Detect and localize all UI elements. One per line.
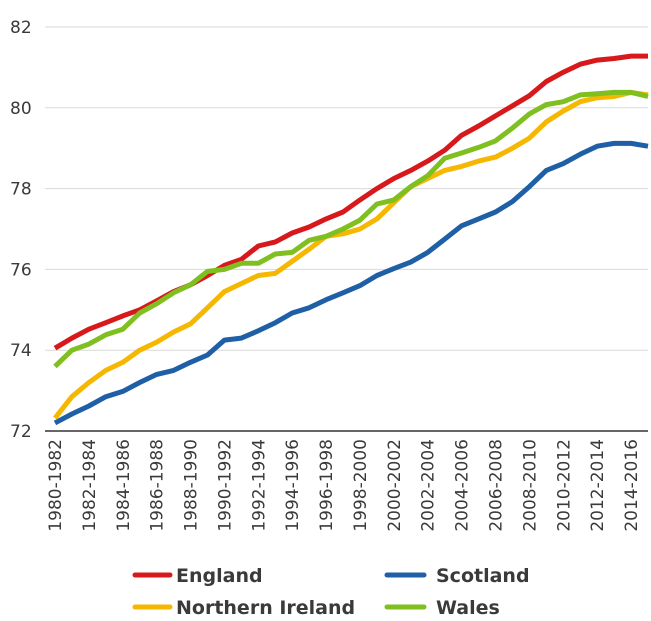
y-tick-label: 82 xyxy=(10,18,32,38)
x-tick-label: 2014-2016 xyxy=(622,439,642,532)
legend-label-wales: Wales xyxy=(436,597,500,619)
legend-label-northern-ireland: Northern Ireland xyxy=(176,597,355,619)
y-tick-label: 76 xyxy=(10,260,32,280)
y-tick-label: 78 xyxy=(10,180,32,200)
x-tick-label: 1982-1984 xyxy=(80,439,100,532)
x-tick-label: 2004-2006 xyxy=(453,439,473,532)
legend-item-scotland: Scotland xyxy=(384,565,530,587)
x-tick-label: 2012-2014 xyxy=(588,439,608,532)
x-tick-label: 2010-2012 xyxy=(554,439,574,532)
x-tick-label: 2002-2004 xyxy=(419,439,439,532)
legend-item-england: England xyxy=(132,565,263,587)
series-line-wales xyxy=(53,89,649,369)
x-tick-label: 1990-1992 xyxy=(215,439,235,532)
x-axis-tick-labels: 1980-1982 1982-1984 1984-1986 1986-1988 1988… xyxy=(46,439,642,532)
x-tick-label: 1988-1990 xyxy=(182,439,202,532)
y-tick-label: 74 xyxy=(10,341,32,361)
x-tick-label: 2006-2008 xyxy=(487,439,507,532)
x-tick-label: 1986-1988 xyxy=(148,439,168,532)
y-tick-label: 72 xyxy=(10,422,32,442)
y-tick-label: 80 xyxy=(10,99,32,119)
x-tick-label: 1994-1996 xyxy=(283,439,303,532)
legend-item-wales: Wales xyxy=(384,597,500,619)
x-tick-label: 1980-1982 xyxy=(46,439,66,532)
legend: England Scotland Northern Ireland Wales xyxy=(132,565,530,619)
x-tick-label: 2000-2002 xyxy=(385,439,405,532)
legend-label-scotland: Scotland xyxy=(436,565,530,587)
series-line-northern-ireland xyxy=(53,89,649,420)
x-tick-label: 1984-1986 xyxy=(114,439,134,532)
series-line-scotland xyxy=(53,140,649,426)
y-axis-tick-labels: 72 74 76 78 80 82 xyxy=(10,18,32,442)
legend-label-england: England xyxy=(176,565,263,587)
series-line-england xyxy=(53,53,648,351)
legend-item-northern-ireland: Northern Ireland xyxy=(132,597,355,619)
x-tick-label: 1992-1994 xyxy=(249,439,269,532)
x-tick-label: 1996-1998 xyxy=(317,439,337,532)
x-tick-label: 2008-2010 xyxy=(520,439,540,532)
x-tick-label: 1998-2000 xyxy=(351,439,371,532)
series-lines xyxy=(53,53,649,426)
